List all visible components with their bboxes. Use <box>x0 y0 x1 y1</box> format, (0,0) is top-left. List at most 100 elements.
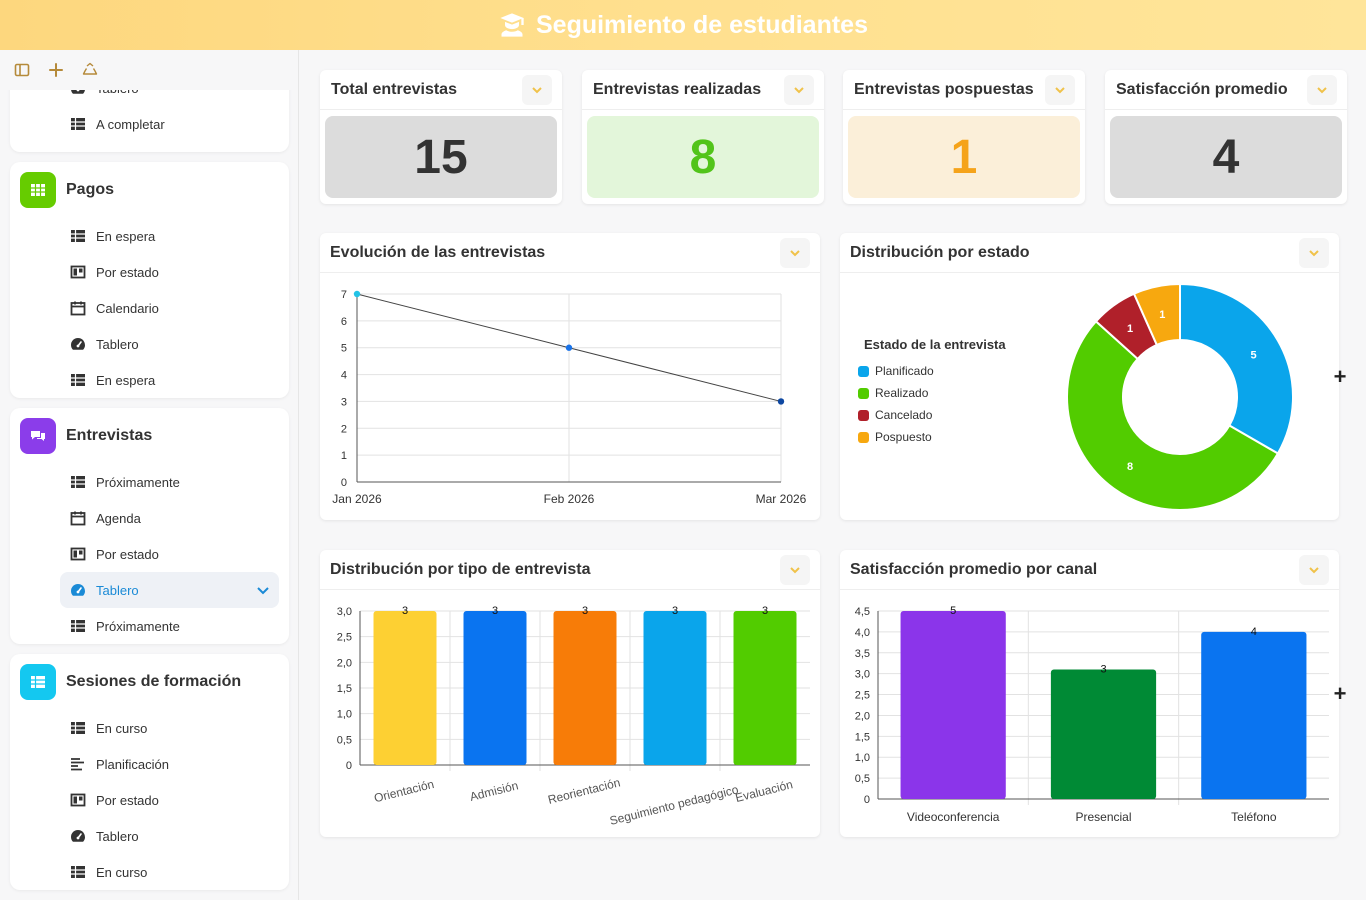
sidebar-item-label: Calendario <box>96 300 159 316</box>
panel-menu-button[interactable] <box>1299 238 1329 268</box>
sidebar-item[interactable]: Tablero <box>60 572 279 608</box>
bar <box>733 611 797 765</box>
kpi-entrevistas-pospuestas: Entrevistas pospuestas 1 <box>843 70 1085 204</box>
dashboard-icon <box>70 582 86 598</box>
kpi-total-entrevistas: Total entrevistas 15 <box>320 70 562 204</box>
dashboard: Total entrevistas 15 Entrevistas realiza… <box>300 50 1366 900</box>
legend-swatch <box>858 387 869 399</box>
app-header[interactable]: Entrevistas <box>10 408 289 464</box>
gantt-icon <box>70 756 86 772</box>
bar-chart-tipo: 0 0,5 1,0 1,5 2,0 2,5 3,0 3 Orientación 3 Admisión… <box>337 605 810 828</box>
sidebar-item[interactable]: En curso <box>10 710 289 746</box>
bar-value-label: 3 <box>762 605 768 617</box>
x-tick-label: Seguimiento pedagógico <box>608 782 740 828</box>
kpi-title: Entrevistas pospuestas <box>843 70 1085 110</box>
sidebar-item[interactable]: Tablero <box>10 326 289 362</box>
sidebar-item-label: Por estado <box>96 264 159 280</box>
sidebar-item[interactable]: A completar <box>10 106 289 142</box>
kpi-value: 15 <box>325 116 557 198</box>
legend-label: Realizado <box>875 386 929 400</box>
table-icon <box>70 618 86 634</box>
kpi-menu-button[interactable] <box>784 75 814 105</box>
table-icon <box>70 474 86 490</box>
pie-slice <box>1132 282 1181 347</box>
x-tick-label: Feb 2026 <box>544 492 595 506</box>
chevron-down-icon <box>794 87 804 94</box>
chevron-down-icon[interactable] <box>255 582 271 598</box>
chevron-down-icon <box>790 567 800 574</box>
sidebar-item[interactable]: En espera <box>10 362 289 398</box>
panel-menu-button[interactable] <box>780 238 810 268</box>
app-title: Seguimiento de estudiantes <box>498 11 868 40</box>
sidebar-item[interactable]: Tablero <box>10 818 289 854</box>
panel-menu-button[interactable] <box>780 555 810 585</box>
recycle-button[interactable] <box>76 56 104 84</box>
y-tick-label: 4,0 <box>855 627 870 639</box>
recycle-icon <box>82 62 98 75</box>
add-widget-button[interactable]: + <box>1333 681 1347 706</box>
plus-icon <box>49 63 63 77</box>
bar <box>643 611 707 765</box>
sidebar-item[interactable]: Por estado <box>10 254 289 290</box>
kpi-entrevistas-realizadas: Entrevistas realizadas 8 <box>582 70 824 204</box>
sidebar-app-entrevistas: Entrevistas Próximamente Agenda Por estado… <box>10 408 289 644</box>
bar-chart-canal: 0 0,5 1,0 1,5 2,0 2,5 3,0 3,5 4,0 4,5 5 Videoconfer… <box>855 605 1329 824</box>
y-tick-label: 0 <box>341 477 347 489</box>
legend-swatch <box>858 431 869 443</box>
sidebar-item[interactable]: Próximamente <box>10 464 289 500</box>
chevron-down-icon <box>1317 87 1327 94</box>
sidebar-item[interactable]: Próximamente <box>10 608 289 644</box>
sidebar-item-label: En espera <box>96 228 156 244</box>
layout-toggle-button[interactable] <box>8 56 36 84</box>
y-tick-label: 4,5 <box>855 606 870 618</box>
x-tick-label: Evaluación <box>734 777 794 805</box>
kpi-value: 1 <box>848 116 1080 198</box>
kpi-menu-button[interactable] <box>522 75 552 105</box>
sidebar-item[interactable]: Planificación <box>10 746 289 782</box>
bar <box>373 611 437 765</box>
chevron-down-icon <box>1055 87 1065 94</box>
sidebar-app-sesiones: Sesiones de formación En curso Planificac… <box>10 654 289 890</box>
add-widget-button[interactable]: + <box>1333 364 1347 389</box>
kanban-icon <box>70 546 86 562</box>
x-tick-label: Reorientación <box>546 775 621 806</box>
panel-evolucion: Evolución de las entrevistas 0 1 2 3 4 5 6 7 Jan… <box>320 233 820 520</box>
panel-menu-button[interactable] <box>1299 555 1329 585</box>
legend-item[interactable]: Pospuesto <box>858 426 1006 448</box>
sidebar-item[interactable]: Agenda <box>10 500 289 536</box>
bar <box>463 611 527 765</box>
y-tick-label: 1,5 <box>855 731 870 743</box>
table-icon <box>70 864 86 880</box>
panel-canal: Satisfacción promedio por canal 0 0,5 1,0 1… <box>840 550 1339 837</box>
panel-tipo: Distribución por tipo de entrevista 0 0,5… <box>320 550 820 837</box>
kpi-menu-button[interactable] <box>1045 75 1075 105</box>
bar-value-label: 3 <box>672 605 678 617</box>
sidebar-item-label: Próximamente <box>96 474 180 490</box>
calendar-icon <box>70 300 86 316</box>
y-tick-label: 0 <box>864 794 870 806</box>
sidebar-item[interactable]: Por estado <box>10 782 289 818</box>
y-tick-label: 2,5 <box>855 690 870 702</box>
kpi-menu-button[interactable] <box>1307 75 1337 105</box>
sidebar-item-label: En espera <box>96 372 156 388</box>
legend-item[interactable]: Planificado <box>858 360 1006 382</box>
sidebar-item[interactable]: Calendario <box>10 290 289 326</box>
sidebar-item[interactable]: Por estado <box>10 536 289 572</box>
add-button[interactable] <box>42 56 70 84</box>
sidebar-item-label: En curso <box>96 720 148 736</box>
app-header[interactable]: Pagos <box>10 162 289 218</box>
sidebar-item-label: A completar <box>96 116 165 132</box>
legend-item[interactable]: Realizado <box>858 382 1006 404</box>
panel-estado: Distribución por estado Estado de la ent… <box>840 233 1339 520</box>
chevron-down-icon <box>790 250 800 257</box>
panel-title: Evolución de las entrevistas <box>320 233 820 273</box>
x-tick-label: Presencial <box>1075 810 1131 824</box>
app-header[interactable]: Sesiones de formación <box>10 654 289 710</box>
sidebar-item[interactable]: En espera <box>10 218 289 254</box>
y-tick-label: 3,0 <box>855 669 870 681</box>
bar-value-label: 3 <box>582 605 588 617</box>
bar <box>553 611 617 765</box>
chevron-down-icon <box>1309 567 1319 574</box>
sidebar-item[interactable]: En curso <box>10 854 289 890</box>
legend-item[interactable]: Cancelado <box>858 404 1006 426</box>
